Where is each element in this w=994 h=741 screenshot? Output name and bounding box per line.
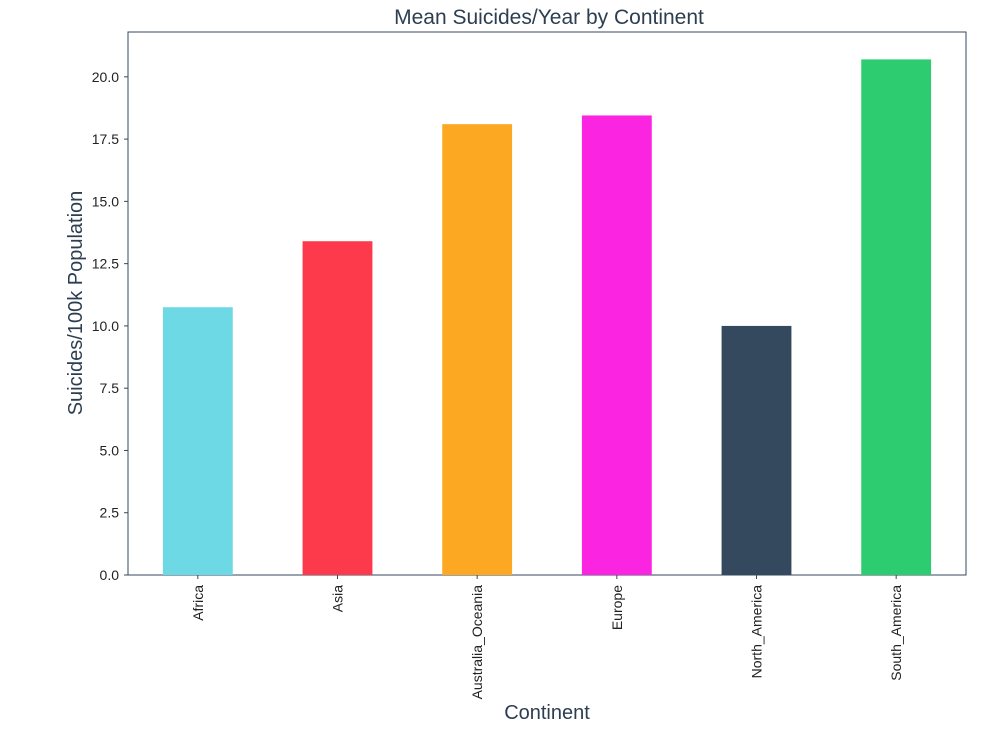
plot-area xyxy=(127,31,967,576)
y-tick-label: 5.0 xyxy=(100,442,120,458)
y-tick-label: 12.5 xyxy=(92,256,119,272)
chart-title: Mean Suicides/Year by Continent xyxy=(394,6,704,29)
x-axis-ticks: Africa Asia Australia_Oceania Europe North_A… xyxy=(190,575,904,699)
y-tick-label: 10.0 xyxy=(92,318,119,334)
y-tick-label: 15.0 xyxy=(92,193,119,209)
plot-frame xyxy=(127,31,967,576)
x-tick-label: North_America xyxy=(749,585,765,679)
y-tick-label: 0.0 xyxy=(100,567,120,583)
y-axis-label: Suicides/100k Population xyxy=(65,191,87,416)
bar-north-america xyxy=(721,325,792,575)
x-tick-label: Europe xyxy=(609,585,625,630)
y-tick-label: 2.5 xyxy=(100,505,120,521)
x-axis-label: Continent xyxy=(504,702,590,724)
bar-australia-oceania xyxy=(442,124,513,575)
bar-europe xyxy=(581,115,652,575)
y-axis-ticks: 0.0 2.5 5.0 7.5 10.0 12.5 15.0 17.5 20.0 xyxy=(92,69,128,583)
bar-south-america xyxy=(861,59,932,575)
y-tick-label: 7.5 xyxy=(100,380,120,396)
x-tick-label: Africa xyxy=(190,585,206,621)
x-tick-label: Australia_Oceania xyxy=(469,585,485,700)
bar-africa xyxy=(162,307,233,575)
bars-group xyxy=(162,59,932,575)
x-tick-label: Asia xyxy=(330,585,346,612)
bar-asia xyxy=(302,241,373,575)
y-tick-label: 20.0 xyxy=(92,69,119,85)
y-tick-label: 17.5 xyxy=(92,131,119,147)
x-tick-label: South_America xyxy=(888,585,904,681)
